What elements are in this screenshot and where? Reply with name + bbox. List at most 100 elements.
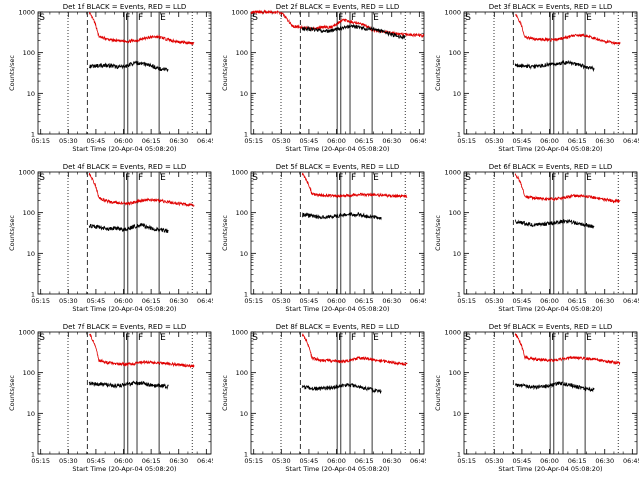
x-tick-label: 05:45: [300, 297, 319, 305]
y-tick-label: 1: [457, 291, 461, 299]
lld-series-line: [88, 172, 195, 208]
chart-title: Det 4f BLACK = Events, RED = LLD: [63, 163, 186, 171]
x-tick-label: 05:45: [300, 457, 319, 465]
x-tick-label: 06:30: [169, 457, 188, 465]
x-tick-label: 05:45: [513, 297, 532, 305]
events-series-line: [514, 59, 595, 73]
chart-title: Det 9f BLACK = Events, RED = LLD: [489, 323, 612, 331]
y-axis-label: Counts/sec: [8, 215, 16, 251]
y-tick-label: 100: [449, 209, 461, 217]
y-tick-label: 100: [23, 209, 35, 217]
x-tick-label: 05:15: [31, 297, 50, 305]
y-tick-label: 10: [240, 90, 248, 98]
detector-chart-panel: Det 8f BLACK = Events, RED = LLD 1 10 100 10…: [221, 323, 426, 473]
flag-label-f: F: [564, 333, 569, 343]
x-tick-label: 05:45: [513, 137, 532, 145]
y-axis-label: Counts/sec: [8, 55, 16, 91]
chart-title: Det 3f BLACK = Events, RED = LLD: [489, 3, 612, 11]
lld-series-line: [250, 9, 425, 38]
flag-label-f: F: [551, 333, 556, 343]
y-tick-label: 100: [236, 209, 248, 217]
y-tick-label: 1: [31, 131, 35, 139]
detector-chart-panel: Det 5f BLACK = Events, RED = LLD 1 10 100 10…: [221, 163, 426, 313]
chart-title: Det 1f BLACK = Events, RED = LLD: [63, 3, 186, 11]
events-series-line: [514, 218, 595, 229]
x-tick-label: 06:00: [327, 137, 346, 145]
flag-label-f: F: [138, 173, 143, 183]
x-tick-label: 06:15: [142, 137, 161, 145]
y-tick-label: 1: [244, 291, 248, 299]
x-tick-label: 05:30: [59, 457, 78, 465]
x-tick-label: 06:00: [114, 137, 133, 145]
x-tick-label: 06:30: [382, 297, 401, 305]
flag-label-e: E: [373, 333, 379, 343]
flag-label-s: S: [39, 13, 45, 23]
y-tick-label: 1: [31, 291, 35, 299]
x-tick-label: 06:00: [114, 297, 133, 305]
x-tick-label: 06:45: [410, 297, 426, 305]
y-tick-label: 1000: [444, 329, 461, 337]
lld-series-line: [301, 333, 408, 367]
y-tick-label: 1000: [18, 329, 35, 337]
events-series-line: [88, 380, 169, 390]
x-tick-label: 06:15: [355, 457, 374, 465]
y-tick-label: 1000: [231, 329, 248, 337]
flag-label-f: F: [125, 173, 130, 183]
x-axis-label: Start Time (20-Apr-04 05:08:20): [498, 145, 602, 153]
x-axis-label: Start Time (20-Apr-04 05:08:20): [72, 305, 176, 313]
y-tick-label: 1000: [444, 169, 461, 177]
x-tick-label: 05:15: [31, 137, 50, 145]
flag-label-f: F: [138, 333, 143, 343]
y-tick-label: 1000: [231, 169, 248, 177]
flag-label-f: F: [551, 173, 556, 183]
flag-label-f: F: [338, 333, 343, 343]
flag-label-e: E: [586, 333, 592, 343]
flag-label-s: S: [465, 13, 471, 23]
x-tick-label: 06:30: [169, 297, 188, 305]
flag-label-f: F: [564, 173, 569, 183]
x-tick-label: 05:30: [59, 297, 78, 305]
y-tick-label: 1000: [18, 9, 35, 17]
x-tick-label: 06:30: [595, 137, 614, 145]
flag-label-f: F: [138, 13, 143, 23]
flag-label-s: S: [252, 333, 258, 343]
flag-label-e: E: [586, 173, 592, 183]
flag-label-e: E: [160, 173, 166, 183]
flag-label-s: S: [252, 173, 258, 183]
x-tick-label: 05:15: [31, 457, 50, 465]
y-tick-label: 100: [23, 369, 35, 377]
y-tick-label: 10: [27, 410, 35, 418]
flag-label-s: S: [39, 173, 45, 183]
x-tick-label: 05:15: [244, 137, 263, 145]
lld-series-line: [514, 13, 621, 46]
detector-chart-panel: Det 2f BLACK = Events, RED = LLD 1 10 100 10…: [221, 3, 426, 153]
x-tick-label: 06:00: [540, 297, 559, 305]
y-tick-label: 100: [449, 369, 461, 377]
x-tick-label: 05:15: [244, 457, 263, 465]
flag-label-e: E: [586, 13, 592, 23]
x-tick-label: 05:45: [87, 297, 106, 305]
y-tick-label: 100: [449, 49, 461, 57]
flag-label-f: F: [338, 13, 343, 23]
x-tick-label: 06:15: [142, 297, 161, 305]
x-tick-label: 05:15: [457, 137, 476, 145]
x-tick-label: 06:45: [410, 137, 426, 145]
y-tick-label: 1: [244, 451, 248, 459]
flag-label-f: F: [351, 333, 356, 343]
x-tick-label: 06:00: [114, 457, 133, 465]
x-axis-label: Start Time (20-Apr-04 05:08:20): [498, 305, 602, 313]
events-series-line: [88, 60, 169, 73]
x-tick-label: 05:30: [485, 297, 504, 305]
x-tick-label: 06:30: [382, 137, 401, 145]
x-tick-label: 05:30: [59, 137, 78, 145]
x-tick-label: 06:00: [327, 457, 346, 465]
x-tick-label: 06:00: [540, 137, 559, 145]
flag-label-f: F: [564, 13, 569, 23]
y-tick-label: 10: [240, 410, 248, 418]
detector-chart-panel: Det 6f BLACK = Events, RED = LLD 1 10 100 10…: [434, 163, 639, 313]
x-tick-label: 05:30: [485, 137, 504, 145]
y-tick-label: 1: [244, 131, 248, 139]
y-axis-label: Counts/sec: [434, 375, 442, 411]
x-tick-label: 06:15: [355, 137, 374, 145]
